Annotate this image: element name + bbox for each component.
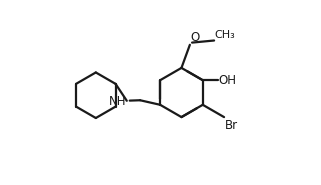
Text: O: O xyxy=(191,31,200,44)
Text: OH: OH xyxy=(218,74,236,87)
Text: Br: Br xyxy=(224,119,238,132)
Text: NH: NH xyxy=(109,95,126,108)
Text: CH₃: CH₃ xyxy=(215,30,235,40)
